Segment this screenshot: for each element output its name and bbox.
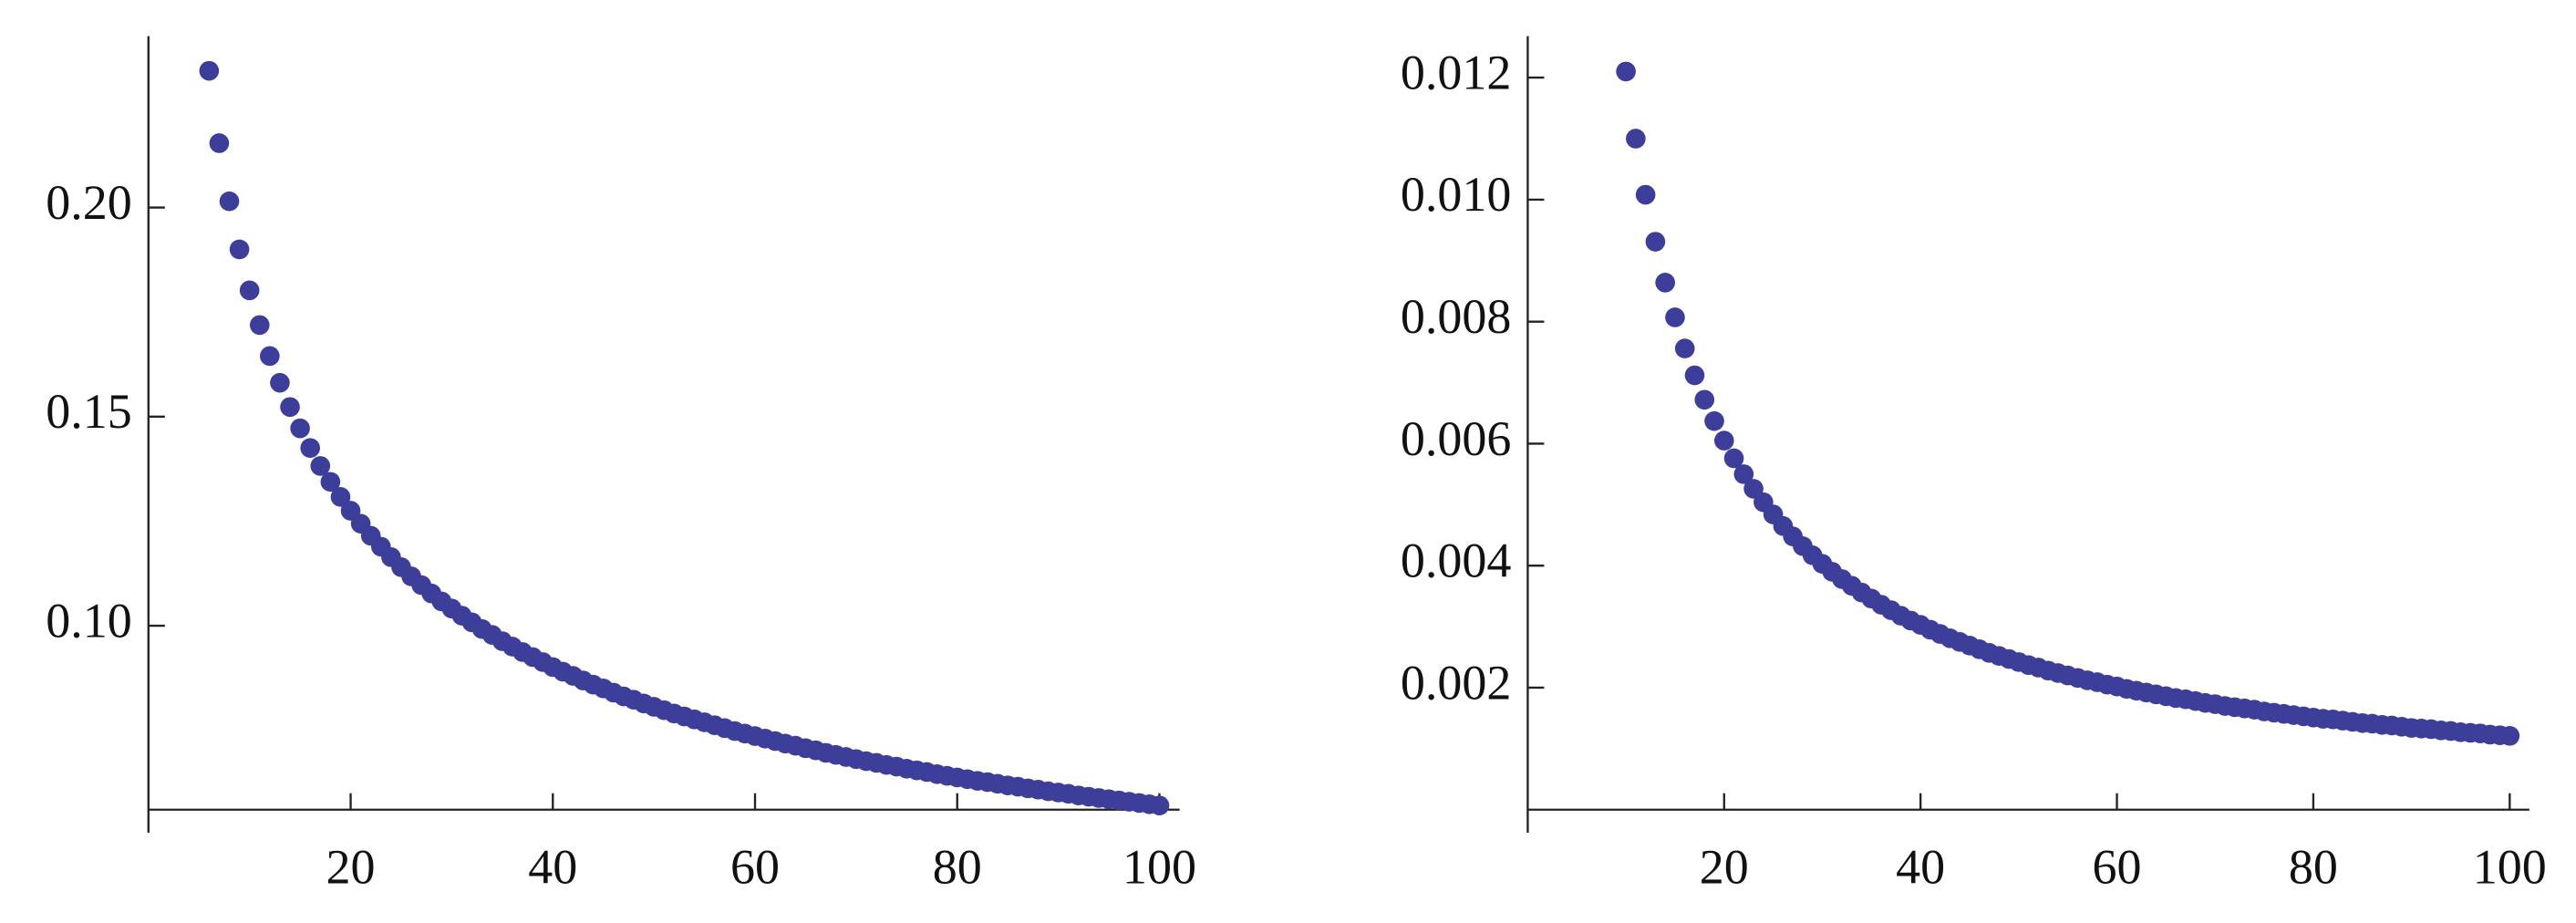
data-point	[1674, 338, 1695, 358]
data-point	[239, 280, 260, 301]
data-point	[300, 438, 320, 458]
x-tick-label: 20	[1700, 840, 1749, 895]
data-point	[1149, 795, 1170, 815]
data-point	[1704, 410, 1724, 431]
y-tick-label: 0.15	[46, 384, 132, 439]
data-point	[310, 456, 331, 476]
data-point	[1635, 184, 1656, 205]
x-tick-label: 80	[2289, 840, 2338, 895]
y-tick-label: 0.004	[1401, 534, 1512, 588]
y-tick-label: 0.10	[46, 593, 132, 648]
x-tick-label: 40	[1896, 840, 1945, 895]
data-point	[1626, 129, 1646, 149]
y-tick-label: 0.008	[1401, 289, 1512, 344]
data-point	[1655, 273, 1675, 293]
y-tick-label: 0.010	[1401, 167, 1512, 222]
data-point	[199, 60, 220, 81]
y-tick-label: 0.20	[46, 175, 132, 230]
data-point	[2499, 726, 2520, 746]
y-tick-label: 0.006	[1401, 411, 1512, 466]
data-point	[290, 418, 310, 439]
data-point	[1694, 389, 1715, 410]
data-point	[1684, 365, 1705, 386]
x-tick-label: 100	[1122, 840, 1196, 895]
x-tick-label: 100	[2473, 840, 2547, 895]
data-point	[1733, 464, 1754, 484]
x-tick-label: 60	[2093, 840, 2142, 895]
x-tick-label: 20	[326, 840, 376, 895]
y-tick-label: 0.002	[1401, 655, 1512, 710]
y-tick-label: 0.012	[1401, 45, 1512, 99]
data-point	[219, 191, 240, 212]
data-point	[1713, 430, 1734, 451]
data-point	[229, 239, 250, 260]
data-point	[280, 397, 300, 418]
data-point	[270, 372, 290, 393]
data-point	[330, 487, 351, 507]
data-point	[1616, 61, 1636, 82]
x-tick-label: 80	[933, 840, 982, 895]
data-point	[1723, 448, 1744, 469]
data-point	[1665, 307, 1685, 327]
data-point	[260, 346, 280, 367]
data-point	[249, 315, 270, 336]
data-point	[1645, 232, 1666, 252]
data-point	[320, 472, 341, 493]
x-tick-label: 40	[528, 840, 577, 895]
x-tick-label: 60	[730, 840, 780, 895]
data-point	[209, 133, 230, 153]
